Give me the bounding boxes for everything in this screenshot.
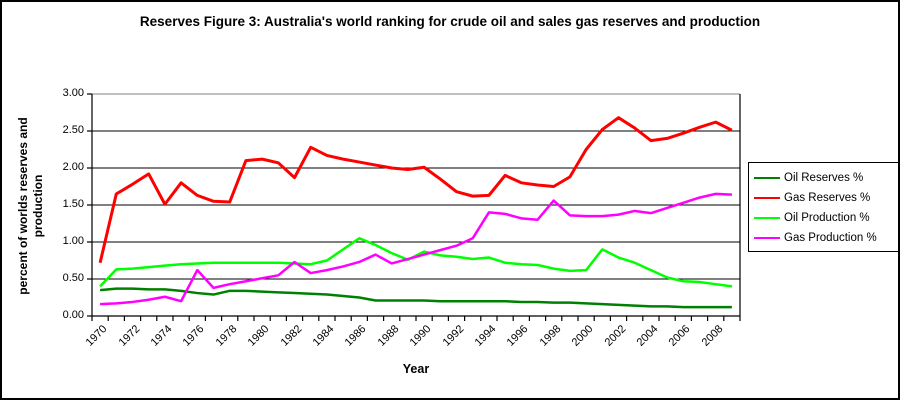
legend-item: Oil Production % [754,208,898,228]
legend-label: Oil Reserves % [784,172,864,184]
y-tick-label: 1.00 [62,235,84,247]
legend-line-swatch [754,177,780,179]
y-tick-label: 2.00 [62,161,84,173]
legend-label: Oil Production % [784,212,870,224]
legend-line-swatch [754,217,780,219]
legend-item: Gas Reserves % [754,188,898,208]
y-tick-label: 2.50 [62,124,84,136]
legend-label: Gas Reserves % [784,192,871,204]
legend-line-swatch [754,237,780,239]
legend: Oil Reserves % Gas Reserves % Oil Produc… [748,162,898,252]
legend-line-swatch [754,197,780,199]
series-line-oil-reserves [99,287,732,309]
series-line-gas-reserves [98,116,733,264]
legend-item: Gas Production % [754,228,898,248]
series-line-gas-production [100,192,732,306]
chart-title: Reserves Figure 3: Australia's world ran… [139,14,761,29]
y-tick-label: 0.50 [62,272,84,284]
x-axis-title: Year [402,362,430,376]
legend-item: Oil Reserves % [754,168,898,188]
legend-label: Gas Production % [784,232,877,244]
y-tick-label: 0.00 [62,309,84,321]
y-tick-label: 3.00 [62,87,84,99]
y-tick-label: 1.50 [62,198,84,210]
